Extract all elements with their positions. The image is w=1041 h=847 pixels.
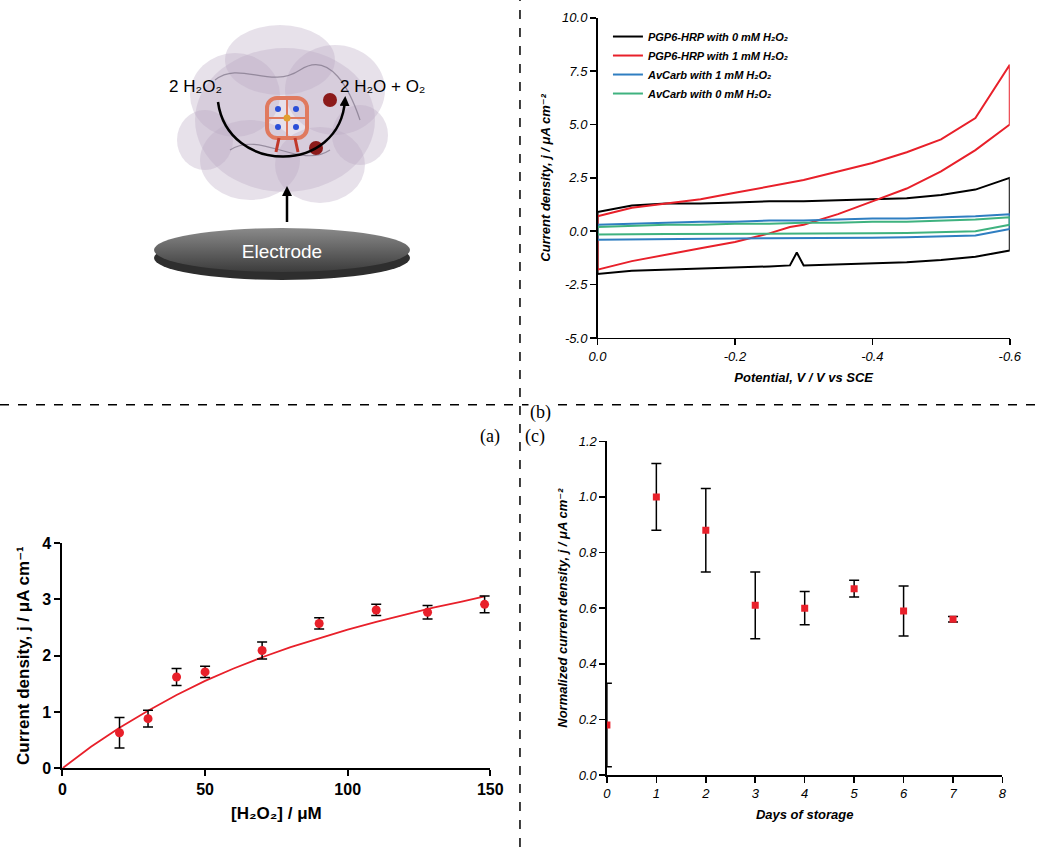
svg-text:(b): (b)	[530, 402, 551, 423]
svg-text:-0.2: -0.2	[724, 349, 747, 364]
svg-text:[H₂O₂] / μM: [H₂O₂] / μM	[231, 804, 322, 823]
svg-text:0.0: 0.0	[579, 768, 598, 783]
svg-text:(c): (c)	[525, 426, 545, 447]
svg-text:Potential, V / V vs SCE: Potential, V / V vs SCE	[734, 370, 873, 385]
svg-text:0.2: 0.2	[579, 712, 598, 727]
svg-text:0.8: 0.8	[579, 545, 598, 560]
svg-text:2 H₂O₂: 2 H₂O₂	[169, 77, 222, 96]
svg-text:-0.6: -0.6	[999, 349, 1022, 364]
svg-text:1.2: 1.2	[579, 434, 598, 449]
svg-text:Current density, j / μA cm⁻²: Current density, j / μA cm⁻²	[538, 93, 553, 261]
svg-text:7: 7	[949, 786, 957, 801]
svg-text:-5.0: -5.0	[565, 331, 588, 346]
svg-text:4: 4	[42, 535, 51, 552]
svg-text:Electrode: Electrode	[242, 241, 322, 262]
svg-text:0.4: 0.4	[579, 656, 597, 671]
svg-text:10.0: 10.0	[562, 10, 588, 25]
svg-text:4: 4	[801, 786, 808, 801]
svg-text:150: 150	[477, 781, 504, 798]
svg-text:2.5: 2.5	[568, 170, 588, 185]
svg-text:5.0: 5.0	[569, 117, 588, 132]
svg-text:1.0: 1.0	[579, 489, 598, 504]
svg-text:8: 8	[999, 786, 1007, 801]
svg-text:6: 6	[900, 786, 908, 801]
svg-text:0.0: 0.0	[588, 349, 607, 364]
svg-text:7.5: 7.5	[569, 64, 588, 79]
svg-text:0.6: 0.6	[579, 601, 598, 616]
svg-text:PGP6-HRP with 1 mM H₂O₂: PGP6-HRP with 1 mM H₂O₂	[648, 50, 788, 62]
svg-text:-2.5: -2.5	[565, 277, 588, 292]
svg-text:(a): (a)	[480, 426, 500, 447]
svg-text:3: 3	[42, 591, 51, 608]
svg-text:2 H₂O + O₂: 2 H₂O + O₂	[340, 77, 425, 96]
svg-text:3: 3	[752, 786, 760, 801]
svg-text:2: 2	[701, 786, 710, 801]
svg-text:0: 0	[603, 786, 611, 801]
svg-text:2: 2	[42, 647, 51, 664]
svg-text:1: 1	[653, 786, 660, 801]
svg-text:-0.4: -0.4	[861, 349, 883, 364]
svg-text:0: 0	[58, 781, 67, 798]
svg-text:0.0: 0.0	[569, 224, 588, 239]
svg-text:100: 100	[334, 781, 361, 798]
svg-text:AvCarb with 0 mM H₂O₂: AvCarb with 0 mM H₂O₂	[647, 88, 771, 100]
svg-text:0: 0	[42, 760, 51, 777]
svg-text:1: 1	[42, 704, 51, 721]
svg-text:5: 5	[851, 786, 859, 801]
svg-text:Current density, j / μA cm⁻¹: Current density, j / μA cm⁻¹	[14, 546, 33, 765]
svg-text:Normalized current density, j: Normalized current density, j / μA cm⁻²	[555, 488, 570, 728]
svg-text:AvCarb with 1 mM H₂O₂: AvCarb with 1 mM H₂O₂	[647, 69, 771, 81]
svg-text:50: 50	[196, 781, 214, 798]
svg-text:Days of storage: Days of storage	[756, 807, 854, 822]
svg-text:PGP6-HRP with 0 mM H₂O₂: PGP6-HRP with 0 mM H₂O₂	[648, 31, 788, 43]
